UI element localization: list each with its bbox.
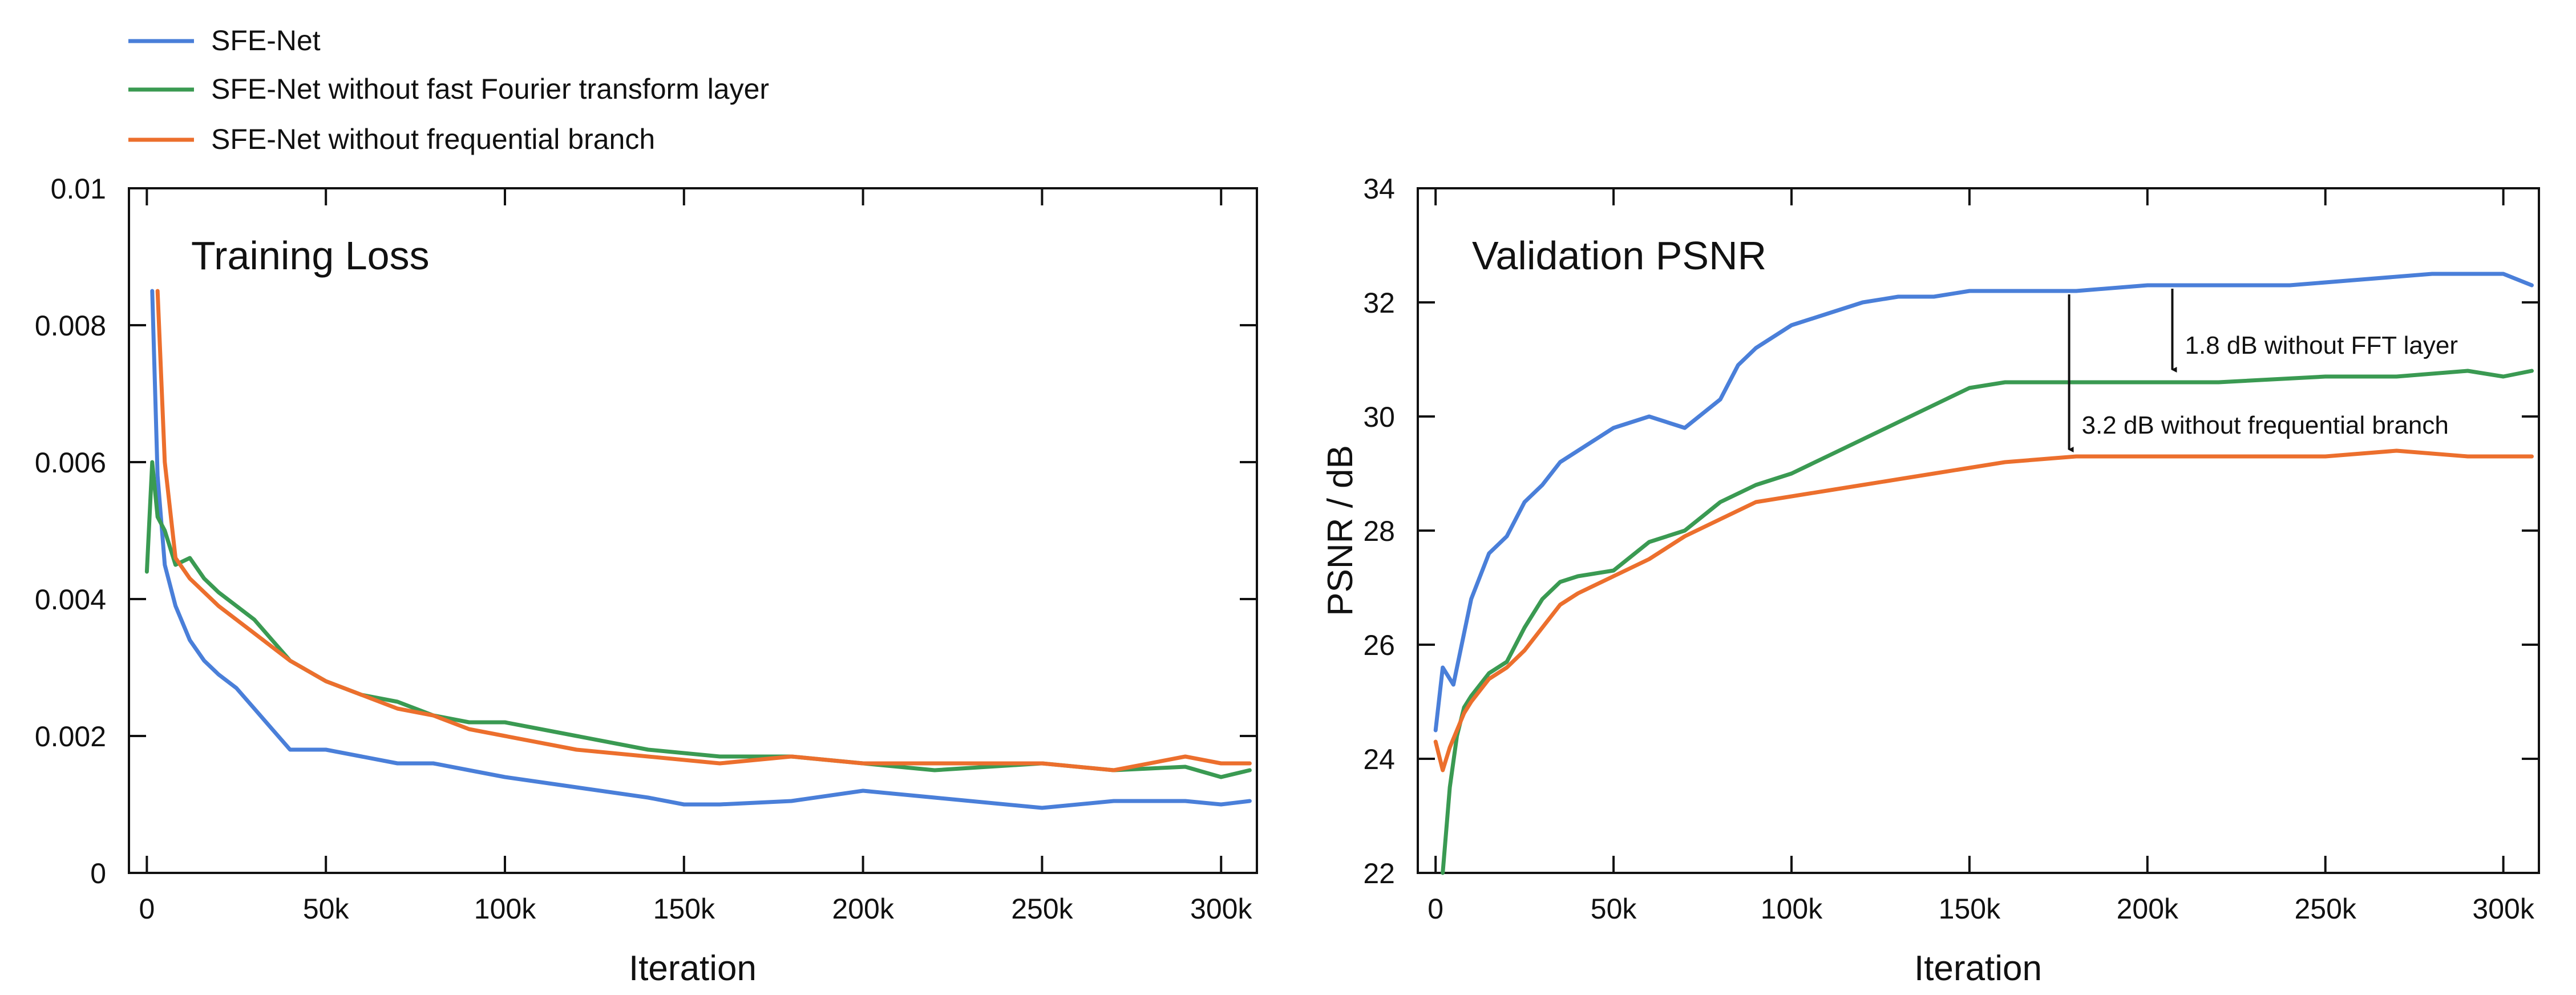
training-loss-ytick-label: 0.01 (51, 173, 106, 205)
training-loss-line-sfe-net-without-fast-fourier-transform-layer (144, 460, 1252, 779)
validation-psnr-xtick-label: 200k (2117, 893, 2179, 925)
training-loss-ytick-label: 0.006 (35, 447, 106, 479)
training-loss-title: Training Loss (191, 233, 430, 278)
validation-psnr-ytick-label: 28 (1363, 515, 1395, 547)
validation-psnr-xtick-label: 150k (1939, 893, 2001, 925)
legend-label-without-frequential: SFE-Net without frequential branch (211, 123, 655, 155)
training-loss-ytick-label: 0 (90, 858, 106, 889)
validation-psnr-ytick-label: 26 (1363, 629, 1395, 661)
validation-psnr-ytick-label: 32 (1363, 287, 1395, 319)
training-loss-xtick-label: 300k (1190, 893, 1252, 925)
validation-psnr-xtick-label: 250k (2294, 893, 2356, 925)
legend-label-sfe-net: SFE-Net (211, 25, 321, 56)
training-loss-plot-frame (128, 187, 1258, 874)
training-loss-xtick-label: 200k (832, 893, 894, 925)
legend-item-without-frequential: SFE-Net without frequential branch (128, 123, 655, 155)
training-loss-line-sfe-net (150, 289, 1252, 810)
validation-psnr-xtick-label: 100k (1761, 893, 1823, 925)
validation-psnr-line-sfe-net-without-frequential-branch (1433, 448, 2534, 772)
training-loss-xtick-label: 50k (303, 893, 350, 925)
validation-psnr-line-sfe-net-without-fast-fourier-transform-layer (1441, 369, 2534, 875)
training-loss-xtick-label: 150k (653, 893, 715, 925)
training-loss-series (144, 289, 1252, 810)
validation-psnr-annotation-label: 1.8 dB without FFT layer (2185, 331, 2458, 359)
validation-psnr-ytick-label: 30 (1363, 401, 1395, 433)
validation-psnr-title: Validation PSNR (1472, 233, 1766, 278)
training-loss-ytick-label: 0.004 (35, 584, 106, 616)
legend-label-without-fft: SFE-Net without fast Fourier transform l… (211, 73, 769, 105)
validation-psnr-ticks: 0 50k 100k 150k 200k 250k 300k 22 24 26 28 30 32 34 (1363, 173, 2539, 925)
validation-psnr-xtick-label: 300k (2472, 893, 2534, 925)
training-loss-ytick-label: 0.002 (35, 721, 106, 753)
validation-psnr-ytick-label: 22 (1363, 858, 1395, 889)
validation-psnr-ytick-label: 34 (1363, 173, 1395, 205)
validation-psnr-line-sfe-net (1433, 272, 2534, 733)
training-loss-line-sfe-net-without-frequential-branch (155, 289, 1252, 772)
training-loss-xtick-label: 100k (474, 893, 536, 925)
validation-psnr-ylabel: PSNR / dB (1321, 445, 1360, 616)
training-loss-chart: Training Loss Iteration 0 50k 100k 150k 200k… (35, 173, 1258, 988)
training-loss-ytick-label: 0.008 (35, 310, 106, 342)
legend-item-without-fft: SFE-Net without fast Fourier transform l… (128, 73, 769, 105)
validation-psnr-xtick-label: 0 (1427, 893, 1443, 925)
training-loss-xtick-label: 250k (1011, 893, 1073, 925)
validation-psnr-annotation-label: 3.2 dB without frequential branch (2082, 411, 2449, 439)
legend: SFE-Net SFE-Net without fast Fourier tra… (128, 25, 769, 155)
validation-psnr-xtick-label: 50k (1591, 893, 1637, 925)
validation-psnr-annotations: 1.8 dB without FFT layer 3.2 dB without f… (2068, 289, 2458, 452)
training-loss-xtick-label: 0 (139, 893, 155, 925)
training-loss-ticks: 0 50k 100k 150k 200k 250k 300k 0 0.002 0.004 0.006… (35, 173, 1257, 925)
validation-psnr-chart: Validation PSNR Iteration PSNR / dB 0 50k… (1321, 173, 2540, 988)
validation-psnr-ytick-label: 24 (1363, 743, 1395, 775)
validation-psnr-series (1433, 272, 2534, 875)
training-loss-xlabel: Iteration (629, 949, 757, 988)
validation-psnr-xlabel: Iteration (1914, 949, 2042, 988)
legend-item-sfe-net: SFE-Net (128, 25, 321, 56)
